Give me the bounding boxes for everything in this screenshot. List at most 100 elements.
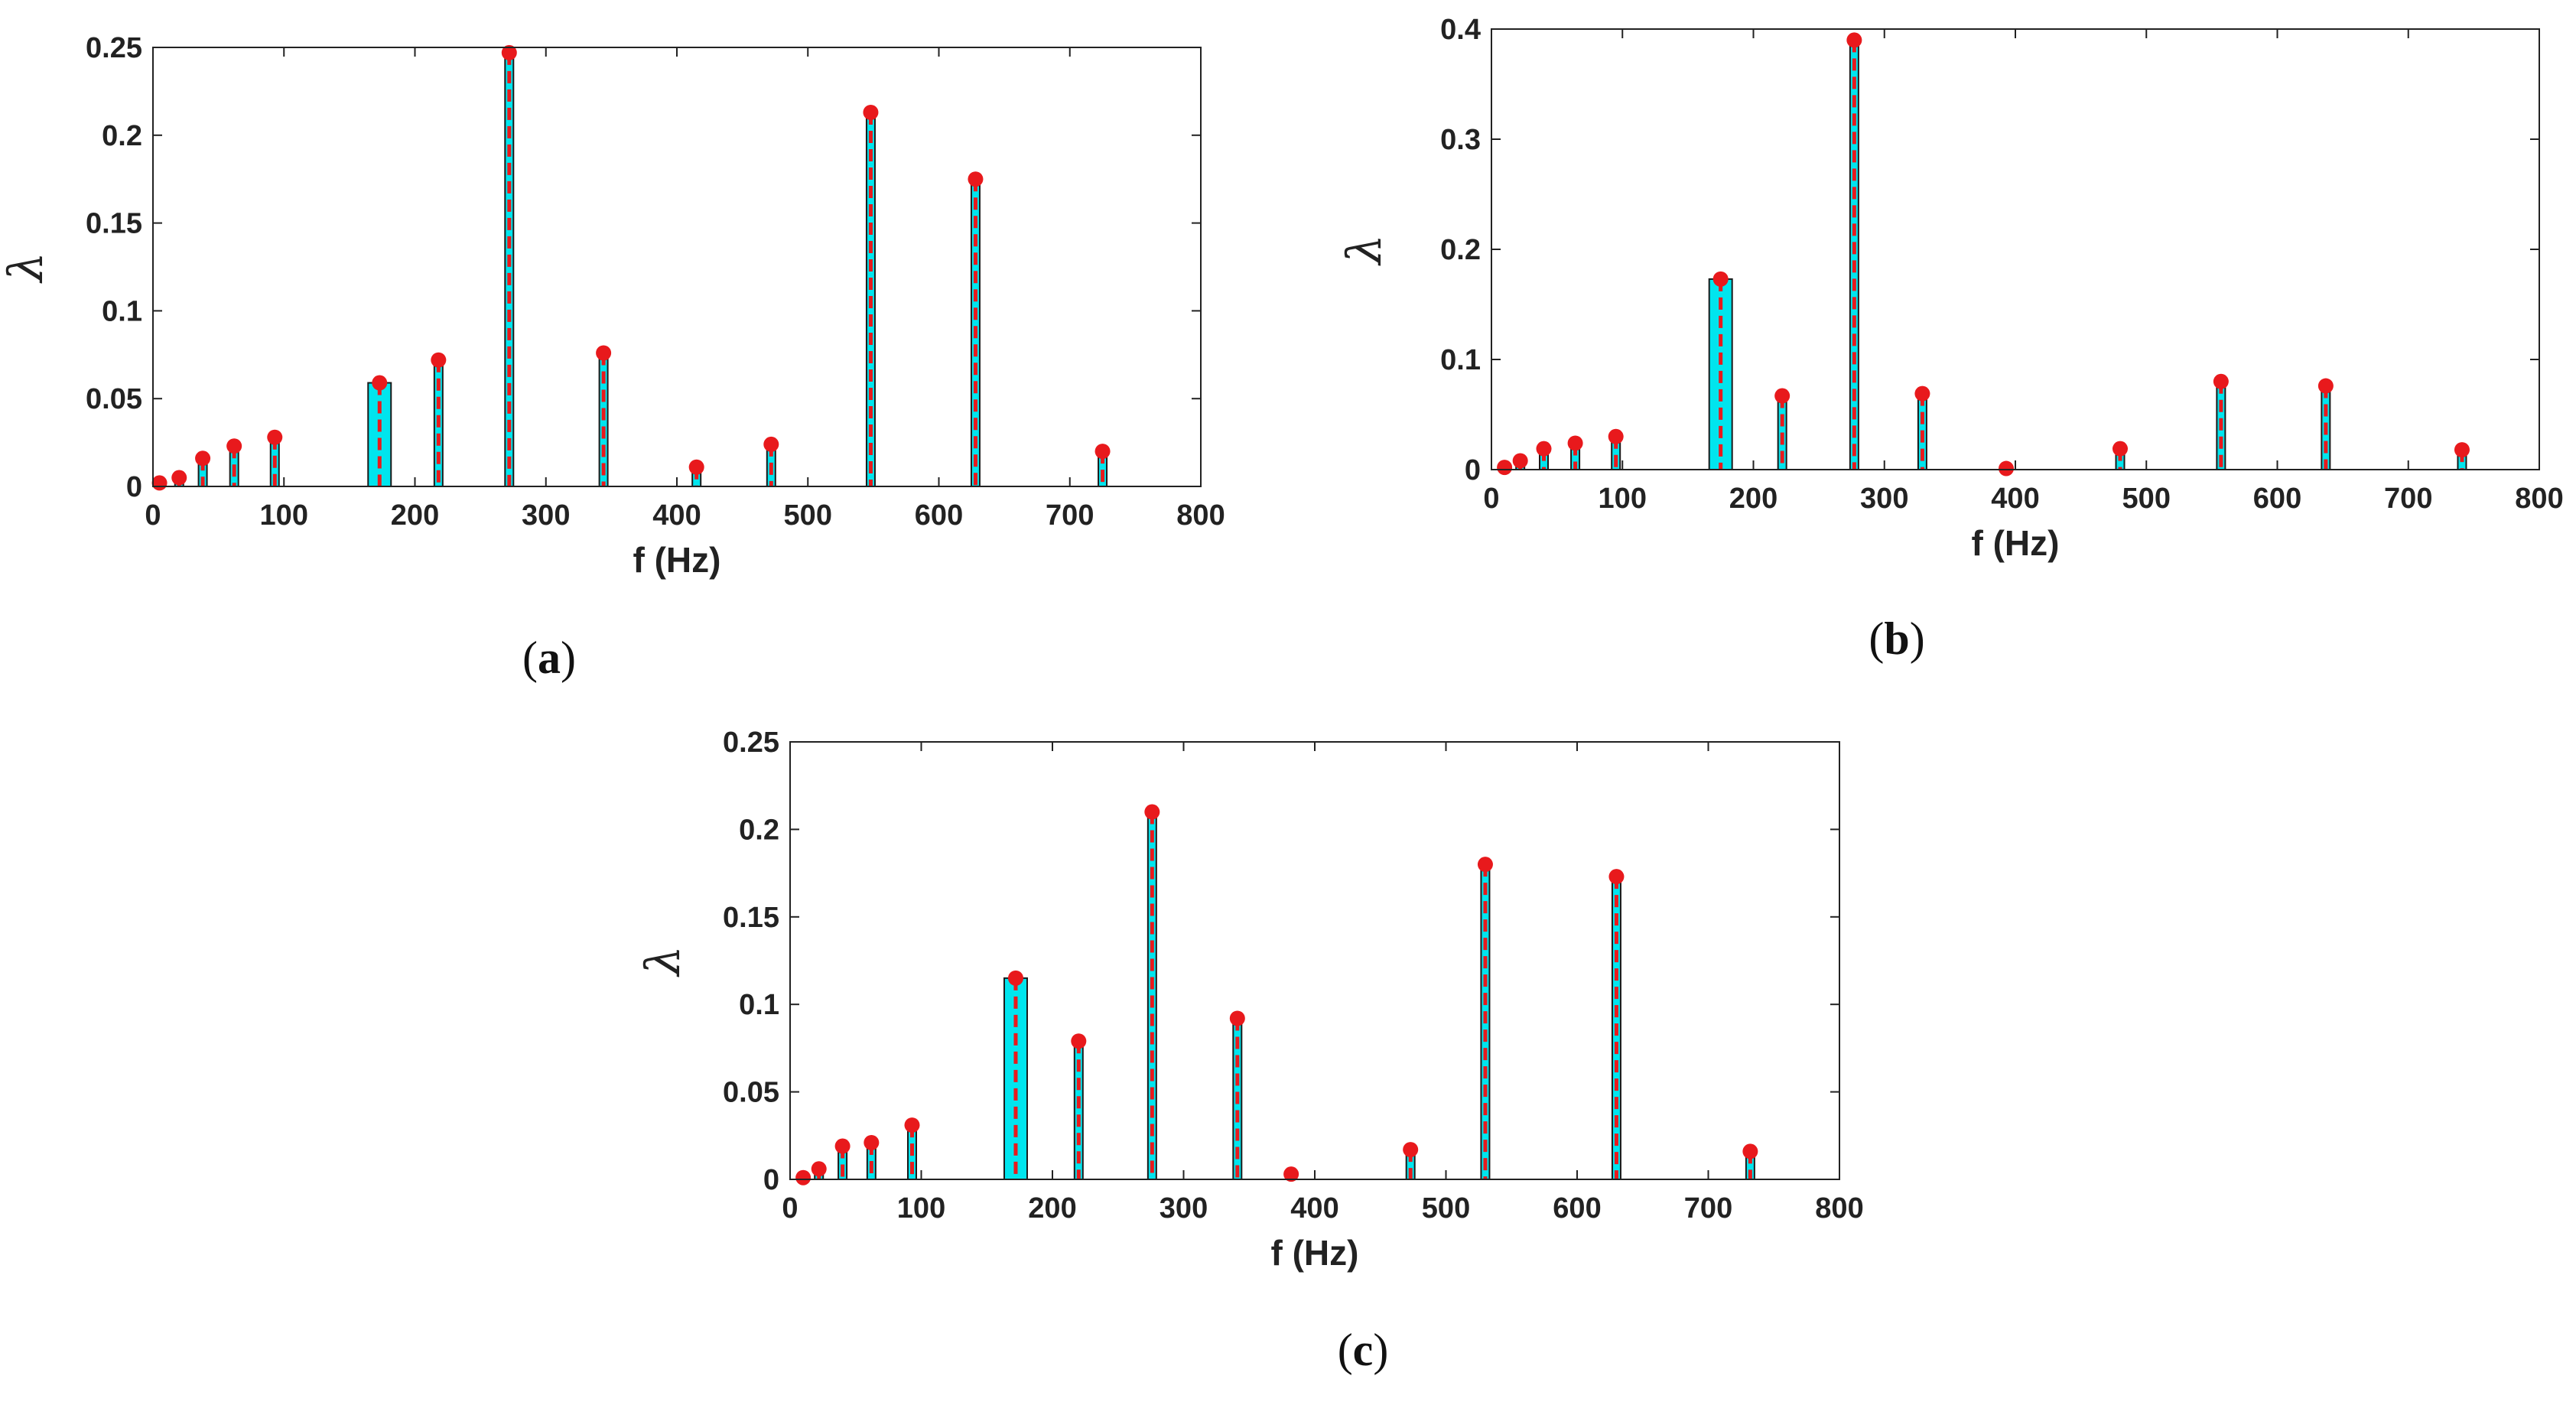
marker-5 — [1007, 970, 1023, 986]
caption-letter: a — [538, 633, 561, 683]
y-tick-label-3: 0.15 — [86, 208, 142, 240]
marker-11 — [1477, 857, 1493, 873]
marker-0 — [795, 1169, 812, 1185]
marker-8 — [596, 345, 612, 361]
marker-0 — [151, 475, 168, 491]
x-tick-label-0: 0 — [145, 499, 161, 532]
x-tick-label-2: 200 — [1729, 483, 1778, 515]
marker-3 — [1567, 435, 1583, 451]
marker-9 — [688, 459, 704, 475]
caption-open-paren: ( — [1869, 613, 1884, 664]
y-tick-label-1: 0.1 — [1440, 344, 1481, 376]
y-tick-label-4: 0.2 — [102, 120, 142, 152]
x-tick-label-4: 400 — [1290, 1192, 1338, 1224]
y-tick-label-1: 0.05 — [86, 383, 142, 415]
marker-1 — [1512, 453, 1528, 469]
x-tick-label-4: 400 — [1991, 483, 2039, 515]
chart-panel-b: 0 100 200 300 400 500 600 700 800 0 0.1 0.2 0.3 0.4 f … — [1336, 14, 2564, 664]
x-tick-label-3: 300 — [1860, 483, 1908, 515]
panel-caption: (b) — [1869, 613, 1924, 664]
marker-12 — [1608, 869, 1625, 885]
x-tick-label-1: 100 — [260, 499, 308, 532]
marker-6 — [1774, 388, 1791, 404]
caption-letter: b — [1884, 613, 1909, 664]
marker-6 — [431, 352, 447, 368]
y-tick-label-3: 0.3 — [1440, 124, 1481, 156]
marker-6 — [1071, 1033, 1087, 1049]
x-tick-label-8: 800 — [2515, 483, 2563, 515]
panel-caption: (a) — [522, 633, 576, 683]
x-tick-label-0: 0 — [782, 1192, 798, 1224]
marker-5 — [372, 375, 388, 391]
y-tick-label-4: 0.2 — [739, 814, 779, 846]
marker-3 — [226, 438, 242, 454]
marker-10 — [763, 436, 779, 452]
marker-12 — [968, 171, 984, 187]
caption-close-paren: ) — [561, 633, 576, 683]
y-tick-label-0: 0 — [763, 1164, 779, 1196]
y-tick-label-0: 0 — [1465, 454, 1481, 486]
bar-series — [1497, 32, 2470, 476]
marker-4 — [1608, 428, 1624, 444]
caption-close-paren: ) — [1373, 1325, 1388, 1375]
marker-1 — [171, 470, 187, 486]
x-tick-label-1: 100 — [897, 1192, 945, 1224]
marker-5 — [1712, 271, 1729, 287]
y-axis-label: λ — [1336, 234, 1392, 266]
caption-open-paren: ( — [1338, 1325, 1353, 1375]
marker-8 — [1229, 1010, 1245, 1026]
plot-frame — [789, 741, 1840, 1180]
x-tick-label-6: 600 — [2253, 483, 2301, 515]
y-tick-label-2: 0.1 — [739, 989, 779, 1021]
panel-caption: (c) — [1338, 1325, 1389, 1375]
marker-4 — [904, 1117, 920, 1133]
x-tick-label-6: 600 — [1553, 1192, 1601, 1224]
x-tick-label-6: 600 — [915, 499, 963, 532]
x-axis-label: f (Hz) — [633, 540, 721, 580]
marker-13 — [1094, 444, 1111, 460]
x-tick-label-5: 500 — [1422, 1192, 1470, 1224]
marker-7 — [501, 44, 517, 60]
y-tick-label-5: 0.25 — [86, 32, 142, 64]
x-axis-label: f (Hz) — [1271, 1233, 1359, 1273]
x-tick-label-4: 400 — [652, 499, 701, 532]
x-tick-label-7: 700 — [1046, 499, 1094, 532]
marker-4 — [267, 429, 283, 445]
marker-2 — [1536, 441, 1552, 457]
marker-11 — [863, 104, 879, 120]
y-tick-label-4: 0.4 — [1440, 14, 1481, 46]
x-tick-label-2: 200 — [1028, 1192, 1076, 1224]
y-tick-label-0: 0 — [126, 471, 142, 503]
marker-10 — [2113, 441, 2128, 457]
y-tick-label-1: 0.05 — [723, 1077, 779, 1109]
y-tick-label-3: 0.15 — [723, 902, 779, 934]
marker-10 — [1403, 1142, 1419, 1158]
x-tick-label-3: 300 — [522, 499, 570, 532]
plot-frame — [152, 47, 1202, 487]
x-tick-label-8: 800 — [1176, 499, 1225, 532]
marker-0 — [1497, 460, 1513, 476]
caption-close-paren: ) — [1910, 613, 1925, 664]
bar-series — [151, 44, 1111, 491]
caption-letter: c — [1353, 1325, 1374, 1375]
x-tick-label-5: 500 — [2122, 483, 2171, 515]
bar-series — [795, 804, 1758, 1185]
marker-13 — [2454, 442, 2470, 458]
marker-9 — [1283, 1166, 1299, 1182]
x-tick-label-0: 0 — [1483, 483, 1499, 515]
x-tick-label-1: 100 — [1599, 483, 1647, 515]
marker-9 — [1999, 460, 2015, 476]
y-tick-label-2: 0.2 — [1440, 234, 1481, 266]
x-tick-label-7: 700 — [2384, 483, 2432, 515]
marker-11 — [2213, 373, 2229, 389]
x-tick-label-2: 200 — [391, 499, 439, 532]
chart-panel-c: 0 100 200 300 400 500 600 700 800 0 0.05 0.1 0.15 0.2… — [635, 727, 1864, 1375]
y-tick-label-5: 0.25 — [723, 727, 779, 759]
x-tick-label-7: 700 — [1684, 1192, 1732, 1224]
y-axis-label: λ — [0, 252, 54, 284]
plot-frame — [1491, 28, 2540, 470]
chart-panel-a: 0 100 200 300 400 500 600 700 800 0 0.05 0.1 0.15 0.2… — [0, 32, 1225, 683]
x-tick-label-8: 800 — [1815, 1192, 1863, 1224]
x-tick-label-5: 500 — [784, 499, 832, 532]
